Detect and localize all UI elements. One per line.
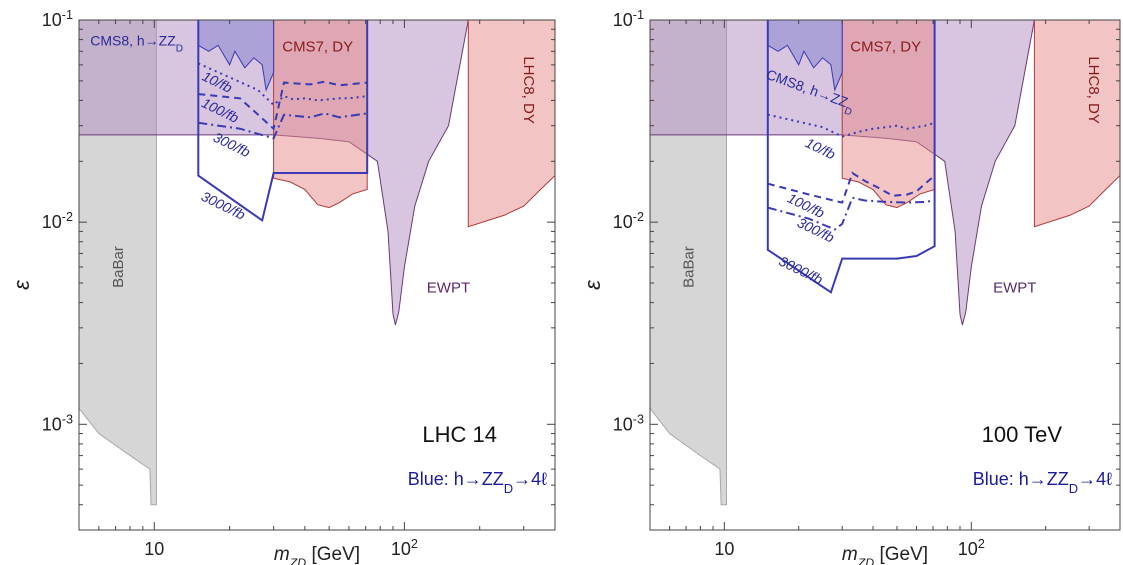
region-label-cms7-dy: CMS7, DY	[282, 38, 353, 55]
series-line-3000-fb	[197, 20, 369, 223]
region-lhc8-dy	[1033, 20, 1120, 228]
y-tick-label: 10-3	[613, 412, 644, 434]
series-label-3000-fb: 3000/fb	[776, 253, 825, 288]
region-lhc8-dy	[467, 20, 555, 228]
region-cms8-h-zz-d	[767, 20, 843, 92]
series-line-3000-fb	[766, 20, 936, 294]
y-axis-label: ε	[9, 280, 34, 290]
chart-panel-1: 10-3 10-2 10-1 10 102 mZD [GeV] ε BaBar EWPT CMS7…	[9, 8, 556, 565]
plot-area	[650, 20, 1120, 506]
series-line-100-fb	[198, 80, 368, 131]
region-cms8-h-zz-d	[197, 20, 275, 92]
region-label-lhc8-dy: LHC8, DY	[520, 56, 537, 124]
y-axis-label: ε	[580, 280, 605, 290]
region-label-cms7-dy: CMS7, DY	[850, 38, 921, 55]
region-babar	[79, 20, 157, 506]
y-tick-label: 10-3	[42, 412, 73, 434]
region-ewpt	[650, 20, 1035, 326]
x-tick-label: 102	[958, 537, 985, 559]
region-label-lhc8-dy: LHC8, DY	[1085, 56, 1102, 124]
series-line-10-fb	[767, 113, 935, 138]
chart-subtitle: Blue: h→ZZD→4ℓ	[408, 469, 547, 496]
region-babar	[650, 20, 727, 506]
y-tick-label: 10-1	[42, 8, 73, 30]
series-line-300-fb	[767, 196, 935, 231]
x-tick-label: 102	[391, 537, 418, 559]
x-axis-label: mZD [GeV]	[842, 544, 928, 565]
plot-area	[79, 20, 555, 506]
chart-panel-2: 10-3 10-2 10-1 10 102 mZD [GeV] ε BaBar EWPT CMS7…	[580, 8, 1121, 565]
plot-frame	[649, 19, 1121, 531]
chart-subtitle: Blue: h→ZZD→4ℓ	[973, 469, 1112, 496]
region-label-babar: BaBar	[680, 246, 697, 288]
chart-title: 100 TeV	[982, 422, 1063, 447]
series-line-300-fb	[198, 112, 368, 140]
plot-frame	[78, 19, 556, 531]
x-tick-label: 10	[144, 539, 164, 559]
series-label-10-fb: 10/fb	[803, 134, 838, 162]
x-tick-label: 10	[714, 539, 734, 559]
y-tick-label: 10-1	[613, 8, 644, 30]
region-label-babar: BaBar	[110, 246, 127, 288]
y-tick-label: 10-2	[613, 210, 644, 232]
x-axis-label: mZD [GeV]	[274, 544, 360, 565]
region-label-cms8-h-zz-d: CMS8, h→ZZD	[90, 32, 183, 54]
chart-title: LHC 14	[422, 422, 497, 447]
y-tick-label: 10-2	[42, 210, 73, 232]
series-line-100-fb	[767, 171, 936, 204]
region-label-ewpt: EWPT	[993, 279, 1036, 296]
region-label-ewpt: EWPT	[427, 279, 470, 296]
